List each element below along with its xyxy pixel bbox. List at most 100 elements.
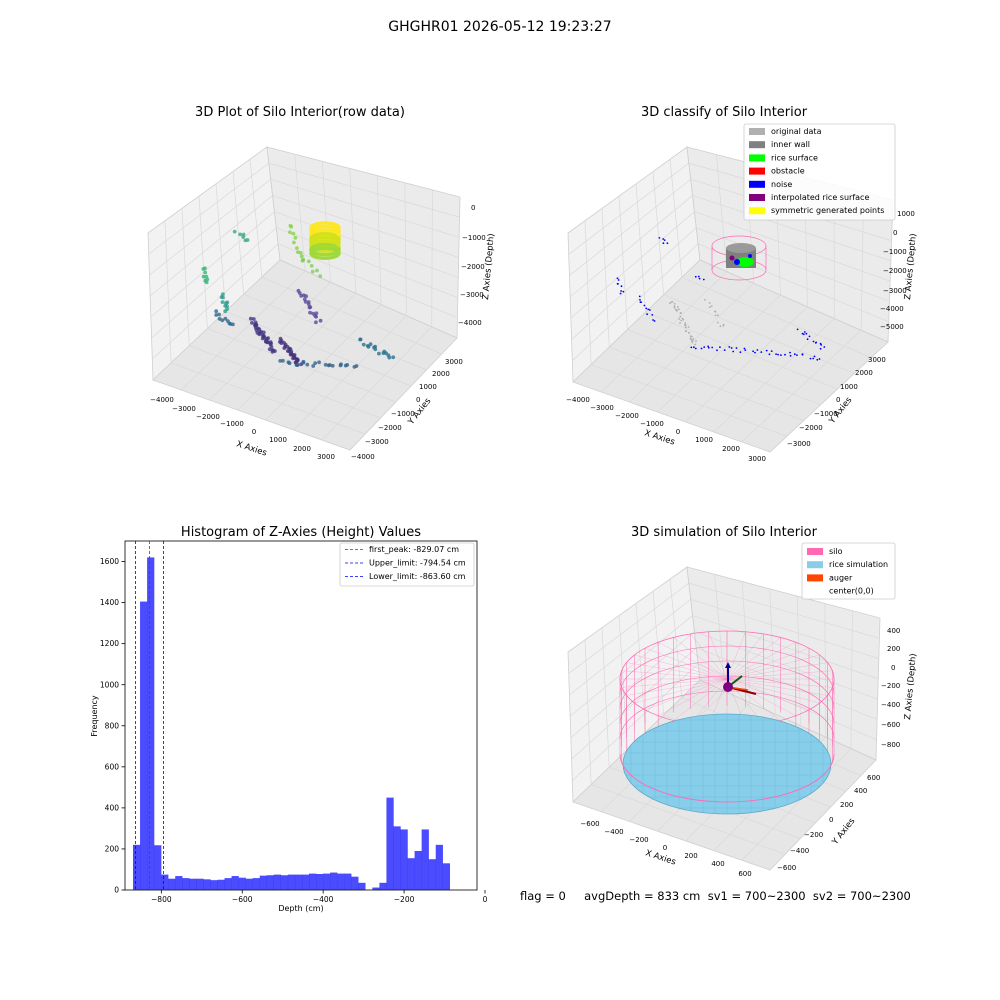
histogram-ytick: 1000 xyxy=(100,680,119,689)
histogram-bar xyxy=(217,879,225,890)
histogram-bar xyxy=(287,874,296,890)
sim-y-label: Y Axies xyxy=(830,816,858,848)
classify-ztick: −5000 xyxy=(880,323,904,331)
classify-xtick: 3000 xyxy=(748,455,766,463)
histogram-xtick: 0 xyxy=(483,895,488,904)
histogram-bar xyxy=(330,872,338,890)
sim-ytick: −400 xyxy=(790,847,809,855)
histogram-bar xyxy=(175,876,183,890)
histogram-ytick: 1400 xyxy=(100,598,119,607)
legend-swatch xyxy=(807,548,823,555)
classify-x-ticks: −4000 −3000 −2000 −1000 0 1000 2000 3000 xyxy=(566,396,766,463)
histogram-bar xyxy=(189,878,197,890)
classify-ytick: 0 xyxy=(836,396,840,404)
classify-legend-frame xyxy=(743,123,896,221)
sim-x-ticks: −600 −400 −200 0 200 400 600 xyxy=(580,820,751,878)
legend-swatch xyxy=(749,128,765,135)
sim-legend: silo rice simulation auger center(0,0) xyxy=(801,542,896,600)
raw-xtick: 1000 xyxy=(269,436,287,444)
sim-xtick: 400 xyxy=(711,860,724,868)
histogram-bar xyxy=(266,875,274,890)
histogram-bar xyxy=(435,844,443,890)
histogram-title: Histogram of Z-Axies (Height) Values xyxy=(181,525,421,540)
legend-label: center(0,0) xyxy=(829,587,874,596)
histogram-bar xyxy=(351,876,359,890)
legend-swatch xyxy=(749,141,765,149)
histogram-ytick: 800 xyxy=(105,721,120,730)
legend-label: first_peak: -829.07 cm xyxy=(369,545,459,554)
sim-xtick: −200 xyxy=(629,836,648,844)
legend-label: auger xyxy=(829,573,853,582)
sim-ytick: −600 xyxy=(777,864,796,872)
sim-xtick: −600 xyxy=(580,820,599,828)
raw-xtick: 2000 xyxy=(293,445,311,453)
histogram-bars xyxy=(133,557,450,890)
sim-xtick: 600 xyxy=(738,870,751,878)
histogram-bar xyxy=(316,873,324,890)
classify-ztick: 1000 xyxy=(897,210,915,218)
raw-xtick: 0 xyxy=(252,428,256,436)
classify-ztick: −1000 xyxy=(883,248,907,256)
classify-xtick: 2000 xyxy=(722,445,740,453)
sim-ztick: 400 xyxy=(887,627,900,635)
raw-y-ticks: −4000 −3000 −2000 −1000 0 1000 2000 3000 xyxy=(351,358,463,461)
histogram-bar xyxy=(273,874,282,890)
classify-z-ticks: −5000 −4000 −3000 −2000 −1000 0 1000 xyxy=(880,210,915,331)
histogram-bar xyxy=(196,878,204,890)
classify-ytick: −3000 xyxy=(787,440,811,448)
histogram-bar xyxy=(379,882,387,890)
classify-legend: original data inner wall rice surface obsta… xyxy=(743,123,896,221)
histogram-bar xyxy=(400,829,408,890)
histogram-bar xyxy=(252,878,260,890)
histogram-bar xyxy=(344,873,352,890)
raw-ztick: 0 xyxy=(471,204,475,212)
raw-xtick: −3000 xyxy=(172,405,196,413)
classify-ytick: 2000 xyxy=(855,369,873,377)
sim-ztick: 0 xyxy=(891,664,895,672)
histogram-bar xyxy=(323,873,331,890)
classify-xtick: −1000 xyxy=(640,420,664,428)
panel-histogram: Histogram of Z-Axies (Height) Values −80… xyxy=(90,525,488,913)
sim-ytick: 200 xyxy=(840,801,853,809)
sim-ytick: −200 xyxy=(804,831,823,839)
raw-ytick: −1000 xyxy=(391,410,415,418)
panel-classify-title: 3D classify of Silo Interior xyxy=(641,105,808,120)
histogram-bar xyxy=(372,887,380,890)
raw-point-cloud xyxy=(201,221,396,369)
histogram-bar xyxy=(386,797,394,890)
classify-y-ticks: −3000 −2000 −1000 0 1000 2000 3000 xyxy=(787,356,886,448)
histogram-xtick: −600 xyxy=(232,895,253,904)
histogram-bar xyxy=(245,878,253,890)
classify-ztick: 0 xyxy=(893,229,897,237)
histogram-bar xyxy=(203,879,211,890)
classify-ytick: −1000 xyxy=(814,410,838,418)
classify-ztick: −4000 xyxy=(880,305,904,313)
classify-ytick: 3000 xyxy=(868,356,886,364)
sim-silo-front xyxy=(619,753,835,803)
sim-ytick: 400 xyxy=(854,787,867,795)
histogram-bar xyxy=(182,878,190,890)
histogram-reference-lines xyxy=(135,541,164,890)
histogram-ytick: 400 xyxy=(105,803,120,812)
raw-ytick: 0 xyxy=(416,396,420,404)
legend-swatch xyxy=(807,561,823,569)
sim-ztick: −800 xyxy=(881,741,900,749)
sim-ytick: 0 xyxy=(829,816,833,824)
legend-swatch xyxy=(749,167,765,175)
legend-label: original data xyxy=(771,127,822,136)
sim-ztick: −200 xyxy=(881,682,900,690)
sim-ztick: −400 xyxy=(881,701,900,709)
panel-raw-title: 3D Plot of Silo Interior(row data) xyxy=(195,105,405,120)
histogram-bar xyxy=(238,877,246,890)
histogram-bar xyxy=(140,601,148,890)
raw-x-ticks: −4000 −3000 −2000 −1000 0 1000 2000 3000 xyxy=(150,396,335,461)
raw-z-ticks: −4000 −3000 −2000 −1000 0 xyxy=(458,204,486,327)
classify-silo-cylinder xyxy=(711,235,767,281)
legend-label: obstacle xyxy=(771,167,805,176)
histogram-xtick: −200 xyxy=(394,895,415,904)
status-footer: flag = 0 avgDepth = 833 cm sv1 = 700~230… xyxy=(520,889,911,903)
sim-center-marker xyxy=(723,662,757,695)
classify-ytick: 1000 xyxy=(840,383,858,391)
legend-label: Upper_limit: -794.54 cm xyxy=(369,559,466,568)
histogram-bar xyxy=(259,875,267,890)
